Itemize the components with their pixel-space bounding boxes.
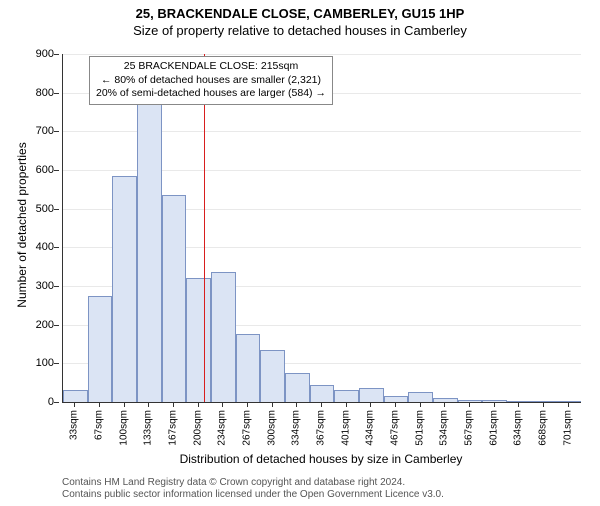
bar <box>162 195 187 402</box>
x-tick-label: 334sqm <box>291 410 302 446</box>
reference-line <box>204 54 205 402</box>
footer-copyright-2: Contains public sector information licen… <box>62 489 444 500</box>
y-tick-label: 0 <box>0 396 54 408</box>
x-tick-label: 534sqm <box>439 410 450 446</box>
legend-box: 25 BRACKENDALE CLOSE: 215sqm ← 80% of de… <box>89 56 333 105</box>
legend-line3: 20% of semi-detached houses are larger (… <box>96 87 326 101</box>
bar <box>137 100 162 402</box>
bar <box>88 296 113 402</box>
bars <box>63 54 581 402</box>
x-tick-label: 367sqm <box>316 410 327 446</box>
legend-line1: 25 BRACKENDALE CLOSE: 215sqm <box>96 60 326 74</box>
bar <box>63 390 88 402</box>
x-tick-label: 434sqm <box>365 410 376 446</box>
bar <box>285 373 310 402</box>
x-tick-label: 401sqm <box>340 410 351 446</box>
y-tick-label: 800 <box>0 87 54 99</box>
x-tick-label: 133sqm <box>143 410 154 446</box>
x-tick-label: 100sqm <box>118 410 129 446</box>
bar <box>310 385 335 402</box>
x-tick-label: 167sqm <box>168 410 179 446</box>
x-tick-label: 701sqm <box>562 410 573 446</box>
bar <box>186 278 211 402</box>
bar <box>334 390 359 402</box>
x-tick-label: 267sqm <box>242 410 253 446</box>
bar <box>408 392 433 402</box>
page-title: 25, BRACKENDALE CLOSE, CAMBERLEY, GU15 1… <box>0 6 600 21</box>
x-tick-label: 601sqm <box>488 410 499 446</box>
bar <box>556 401 581 402</box>
bar <box>433 398 458 402</box>
y-axis-label: Number of detached properties <box>15 125 29 325</box>
x-tick-label: 234sqm <box>217 410 228 446</box>
x-tick-label: 300sqm <box>266 410 277 446</box>
x-tick-label: 634sqm <box>513 410 524 446</box>
bar <box>482 400 507 402</box>
x-axis-label: Distribution of detached houses by size … <box>62 452 580 466</box>
x-tick-label: 467sqm <box>390 410 401 446</box>
footer-copyright-1: Contains HM Land Registry data © Crown c… <box>62 477 405 488</box>
x-tick-label: 67sqm <box>94 410 105 440</box>
bar <box>359 388 384 402</box>
y-tick-label: 900 <box>0 48 54 60</box>
legend-line2: ← 80% of detached houses are smaller (2,… <box>96 74 326 88</box>
x-tick-label: 567sqm <box>464 410 475 446</box>
bar <box>236 334 261 402</box>
y-tick-label: 100 <box>0 357 54 369</box>
x-tick-label: 33sqm <box>69 410 80 440</box>
bar <box>112 176 137 402</box>
x-tick-label: 501sqm <box>414 410 425 446</box>
page-subtitle: Size of property relative to detached ho… <box>0 23 600 38</box>
bar <box>507 401 532 402</box>
x-tick-label: 668sqm <box>538 410 549 446</box>
x-tick-label: 200sqm <box>192 410 203 446</box>
histogram-chart: 25 BRACKENDALE CLOSE: 215sqm ← 80% of de… <box>62 54 581 403</box>
bar <box>211 272 236 402</box>
bar <box>260 350 285 402</box>
